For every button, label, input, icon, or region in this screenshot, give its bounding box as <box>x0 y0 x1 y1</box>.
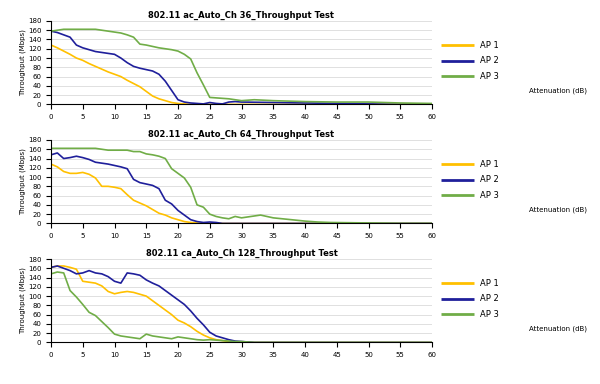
Text: AP 1: AP 1 <box>480 279 499 288</box>
Y-axis label: Throughput (Mbps): Throughput (Mbps) <box>20 267 26 334</box>
Text: Attenuation (dB): Attenuation (dB) <box>529 206 587 213</box>
Text: Attenuation (dB): Attenuation (dB) <box>529 325 587 332</box>
Text: AP 3: AP 3 <box>480 71 499 81</box>
Text: AP 2: AP 2 <box>480 294 499 303</box>
Title: 802.11 ca_Auto_Ch 128_Throughput Test: 802.11 ca_Auto_Ch 128_Throughput Test <box>146 249 337 258</box>
Text: AP 2: AP 2 <box>480 175 499 184</box>
Y-axis label: Throughput (Mbps): Throughput (Mbps) <box>20 148 26 215</box>
Text: Attenuation (dB): Attenuation (dB) <box>529 87 587 94</box>
Text: AP 1: AP 1 <box>480 41 499 50</box>
Text: AP 1: AP 1 <box>480 160 499 169</box>
Y-axis label: Throughput (Mbps): Throughput (Mbps) <box>20 29 26 96</box>
Text: AP 3: AP 3 <box>480 190 499 200</box>
Text: AP 3: AP 3 <box>480 310 499 319</box>
Text: AP 2: AP 2 <box>480 56 499 65</box>
Title: 802.11 ac_Auto_Ch 64_Throughput Test: 802.11 ac_Auto_Ch 64_Throughput Test <box>148 130 335 139</box>
Title: 802.11 ac_Auto_Ch 36_Throughput Test: 802.11 ac_Auto_Ch 36_Throughput Test <box>149 11 335 20</box>
